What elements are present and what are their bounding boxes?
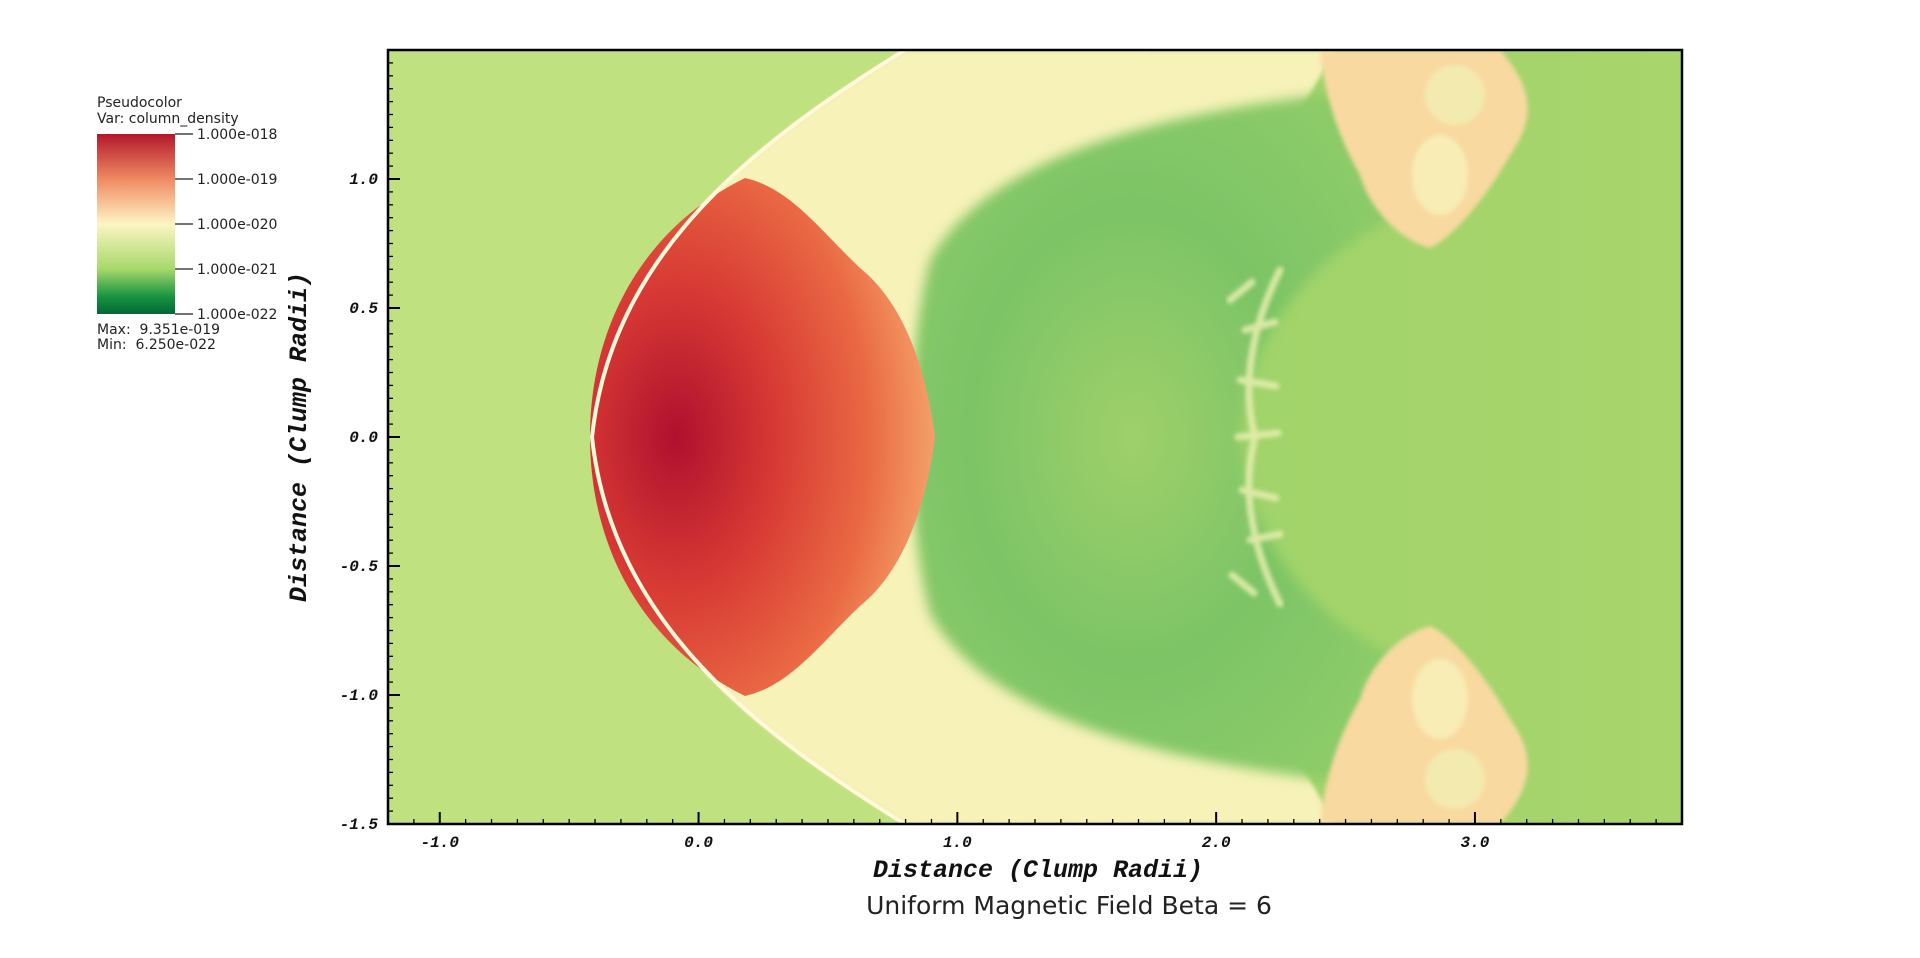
x-tick-label: 0.0 — [684, 834, 713, 852]
y-tick-label: 0.5 — [349, 300, 378, 318]
colorbar-tick-label: 1.000e-018 — [197, 127, 277, 143]
x-tick-label: 2.0 — [1202, 834, 1231, 852]
y-tick-label: 0.0 — [349, 429, 378, 447]
legend-max-label: Max: 9.351e-019 — [97, 322, 220, 338]
x-tick-label: -1.0 — [421, 834, 460, 852]
x-axis: -1.0 0.0 1.0 2.0 3.0 — [387, 812, 1683, 852]
x-tick-label: 1.0 — [943, 834, 972, 852]
x-tick-label: 3.0 — [1461, 834, 1490, 852]
bow-shock-rim — [589, 50, 907, 824]
colorbar-tick-label: 1.000e-022 — [197, 307, 277, 323]
dense-clump-core — [590, 178, 935, 696]
colorbar-ticks: 1.000e-018 1.000e-019 1.000e-020 1.000e-021… — [175, 127, 277, 323]
colorbar-tick-label: 1.000e-020 — [197, 217, 277, 233]
colorbar-gradient — [97, 134, 175, 314]
colorbar-tick-label: 1.000e-019 — [197, 172, 277, 188]
turbulent-wake — [911, 95, 1404, 779]
y-axis: 1.0 0.5 0.0 -0.5 -1.0 -1.5 — [340, 49, 400, 834]
legend-variable-label: Var: column_density — [97, 111, 239, 127]
colorbar-legend: Pseudocolor Var: column_density 1.000e-0… — [97, 95, 277, 353]
y-axis-title: Distance (Clump Radii) — [285, 272, 314, 602]
legend-min-label: Min: 6.250e-022 — [97, 337, 216, 353]
y-tick-label: -1.0 — [340, 687, 379, 705]
legend-title: Pseudocolor — [97, 95, 182, 111]
y-tick-label: 1.0 — [349, 171, 378, 189]
vortex-lobe-bottom — [1320, 626, 1528, 824]
y-tick-label: -0.5 — [340, 558, 379, 576]
figure-caption: Uniform Magnetic Field Beta = 6 — [866, 891, 1272, 920]
heatmap-plot — [388, 50, 1682, 824]
y-tick-label: -1.5 — [340, 816, 379, 834]
colorbar-tick-label: 1.000e-021 — [197, 262, 277, 278]
x-axis-title: Distance (Clump Radii) — [873, 856, 1203, 885]
vortex-lobe-top — [1320, 50, 1528, 248]
wake-filaments — [1226, 266, 1284, 608]
